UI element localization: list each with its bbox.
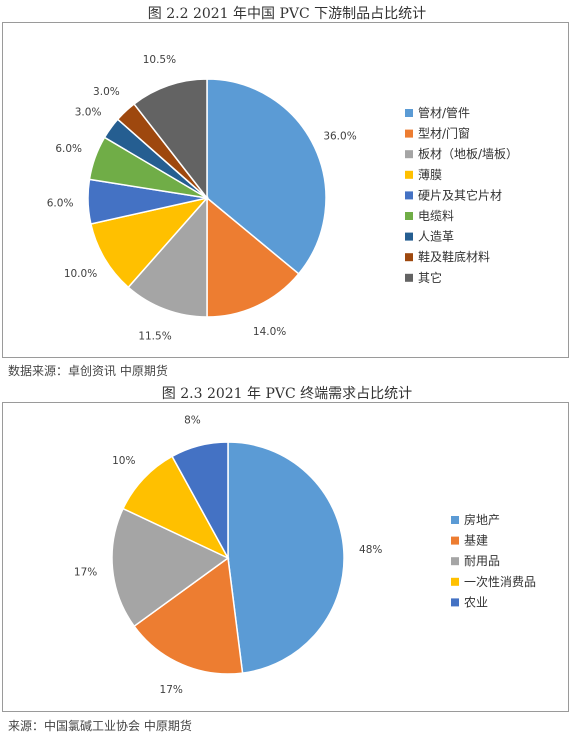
pie-slice <box>111 507 230 628</box>
pie-slice <box>171 441 229 559</box>
legend-swatch <box>405 150 413 159</box>
pie-slice <box>89 196 210 289</box>
legend-entry: 农业 <box>464 595 488 609</box>
pie-data-label: 10% <box>112 455 135 467</box>
pie-slice <box>227 441 345 674</box>
legend-entry: 耐用品 <box>464 554 500 568</box>
legend-swatch <box>405 191 413 200</box>
legend-entry: 基建 <box>464 534 488 548</box>
legend-swatch <box>451 516 459 524</box>
figure2-title: 图 2.3 2021 年 PVC 终端需求占比统计 <box>161 386 413 402</box>
chart1-pie: 36.0% 14.0% 11.5% 10.0% 6.0% 6.0% 3.0% 3.0% 10.5… <box>47 54 518 343</box>
legend-entry: 鞋及鞋底材料 <box>418 249 490 264</box>
pie-slice <box>133 556 244 675</box>
figure1-source: 数据来源：卓创资讯 中原期货 <box>8 364 168 378</box>
legend-swatch <box>405 232 413 241</box>
pie-data-label: 11.5% <box>138 331 171 343</box>
legend-swatch <box>451 598 459 607</box>
legend-swatch <box>405 129 413 138</box>
legend-swatch <box>451 557 459 566</box>
pie-data-label: 14.0% <box>253 326 286 338</box>
figure2-source: 来源：中国氯碱工业协会 中原期货 <box>8 719 192 733</box>
chart1-area: 36.0% 14.0% 11.5% 10.0% 6.0% 6.0% 3.0% 3.0% 10.5… <box>2 22 569 358</box>
legend-swatch <box>405 253 413 262</box>
pie-slice <box>127 196 208 318</box>
legend-entry: 硬片及其它片材 <box>418 187 502 202</box>
legend-entry: 人造革 <box>418 230 454 244</box>
figure1-title: 图 2.2 2021 年中国 PVC 下游制品占比统计 <box>147 6 427 22</box>
pie-data-label: 3.0% <box>93 86 120 98</box>
legend-swatch <box>451 536 459 545</box>
legend-entry: 其它 <box>418 270 442 285</box>
pie-data-label: 36.0% <box>323 130 356 142</box>
legend-entry: 一次性消费品 <box>464 575 536 589</box>
legend-swatch <box>405 109 413 117</box>
pie-slice <box>206 78 327 275</box>
pie-data-label: 6.0% <box>47 198 74 210</box>
legend-swatch <box>405 212 413 220</box>
legend-entry: 房地产 <box>464 512 500 527</box>
pie-data-label: 17% <box>160 684 183 696</box>
chart2-area: 48% 17% 17% 10% 8% 房地产基建耐用品一次性消费品 农业 <box>2 402 569 712</box>
pie-data-label: 10.5% <box>143 54 176 66</box>
pie-data-label: 17% <box>74 567 97 579</box>
pie-slice <box>206 196 300 318</box>
legend-entry: 电缆料 <box>418 209 454 223</box>
legend-swatch <box>405 273 413 282</box>
legend-entry: 管材/管件 <box>418 105 470 120</box>
legend-entry: 型材/门窗 <box>418 126 470 141</box>
pie-data-label: 8% <box>184 415 201 427</box>
legend-swatch <box>451 577 459 586</box>
pie-data-label: 6.0% <box>55 143 82 155</box>
pie-slice <box>133 78 208 201</box>
pie-data-label: 48% <box>359 544 382 556</box>
legend-swatch <box>405 170 413 179</box>
pie-slice <box>122 455 230 560</box>
pie-data-label: 3.0% <box>75 107 102 119</box>
legend-entry: 薄膜 <box>418 167 442 182</box>
pie-data-label: 10.0% <box>64 268 97 280</box>
legend-entry: 板材（地板/墙板） <box>418 147 518 161</box>
